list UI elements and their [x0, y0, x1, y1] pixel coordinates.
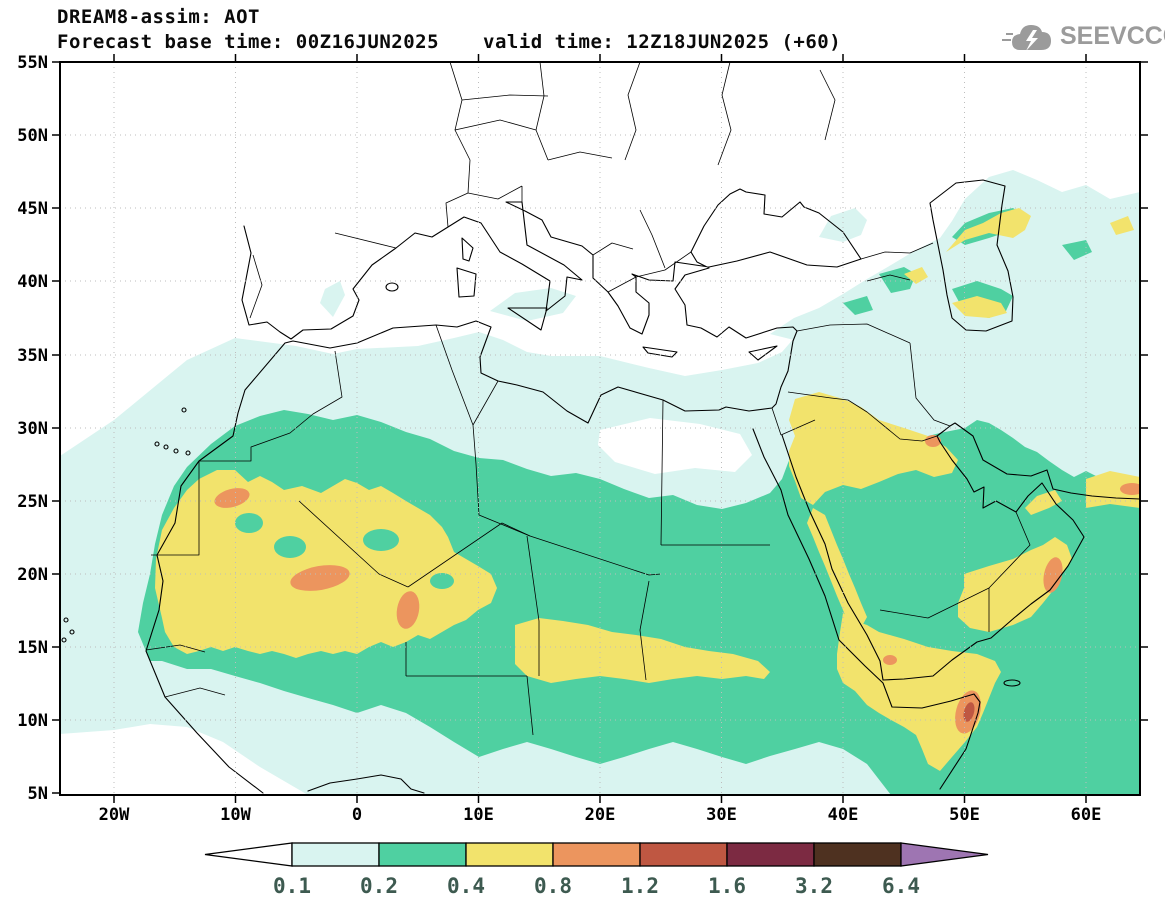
lon-label: 30E [706, 805, 737, 825]
colorbar-value: 0.1 [273, 874, 311, 898]
lon-label: 0 [352, 805, 362, 825]
forecast-base-time: Forecast base time: 00Z16JUN2025 [57, 31, 440, 53]
lon-label: 40E [828, 805, 859, 825]
lat-label: 5N [28, 784, 48, 804]
colorbar-box-04-08 [465, 842, 554, 867]
colorbar-value: 0.2 [360, 874, 398, 898]
colorbar-arrow-right [900, 842, 989, 867]
lat-label: 25N [17, 492, 48, 512]
colorbar-value: 1.2 [621, 874, 659, 898]
lat-axis: 55N 50N 45N 40N 35N 30N 25N 20N 15N 10N … [17, 53, 48, 804]
aot-fill-teal-holes [235, 513, 454, 589]
lat-label: 35N [17, 346, 48, 366]
colorbar-box-08-12 [552, 842, 641, 867]
colorbar-box-12-16 [639, 842, 728, 867]
colorbar-box-01-02 [291, 842, 380, 867]
lat-label: 30N [17, 419, 48, 439]
lat-label: 15N [17, 638, 48, 658]
lon-label: 20W [99, 805, 130, 825]
lon-label: 10W [220, 805, 251, 825]
cloud-logo-icon [1002, 25, 1051, 51]
aot-fill-level-12-16 [963, 702, 975, 722]
colorbar-arrow-left [204, 842, 293, 867]
colorbar-labels: 0.1 0.2 0.4 0.8 1.2 1.6 3.2 6.4 [273, 874, 920, 898]
lon-label: 10E [463, 805, 494, 825]
aot-filled-contours [60, 62, 1140, 795]
seevccc-logo: SEEVCCC [1002, 10, 1165, 58]
colorbar-value: 3.2 [795, 874, 833, 898]
colorbar-box-02-04 [378, 842, 467, 867]
lon-label: 60E [1071, 805, 1102, 825]
logo-text: SEEVCCC [1060, 22, 1165, 50]
lon-axis: 20W 10W 0 10E 20E 30E 40E 50E 60E [99, 805, 1102, 825]
graticule [60, 62, 1140, 795]
lat-label: 50N [17, 126, 48, 146]
country-borders [145, 62, 1031, 736]
lat-label: 55N [17, 53, 48, 73]
colorbar-value: 6.4 [882, 874, 920, 898]
lon-label: 50E [949, 805, 980, 825]
aot-fill-below-min [598, 418, 752, 474]
colorbar-box-32-64 [813, 842, 902, 867]
page-title: DREAM8-assim: AOT [57, 6, 260, 28]
valid-time: valid time: 12Z18JUN2025 (+60) [483, 31, 842, 53]
lat-label: 40N [17, 272, 48, 292]
motion-lines [1002, 33, 1013, 41]
colorbar-box-16-32 [726, 842, 815, 867]
lat-label: 45N [17, 199, 48, 219]
lat-label: 10N [17, 711, 48, 731]
color-bar: 0.1 0.2 0.4 0.8 1.2 1.6 3.2 6.4 [204, 842, 989, 898]
lon-label: 20E [585, 805, 616, 825]
lightning-bolt-icon [1026, 30, 1038, 51]
colorbar-value: 0.4 [447, 874, 485, 898]
colorbar-value: 1.6 [708, 874, 746, 898]
lat-label: 20N [17, 565, 48, 585]
coastlines [61, 179, 1140, 794]
colorbar-value: 0.8 [534, 874, 572, 898]
tick-marks [52, 54, 1148, 803]
